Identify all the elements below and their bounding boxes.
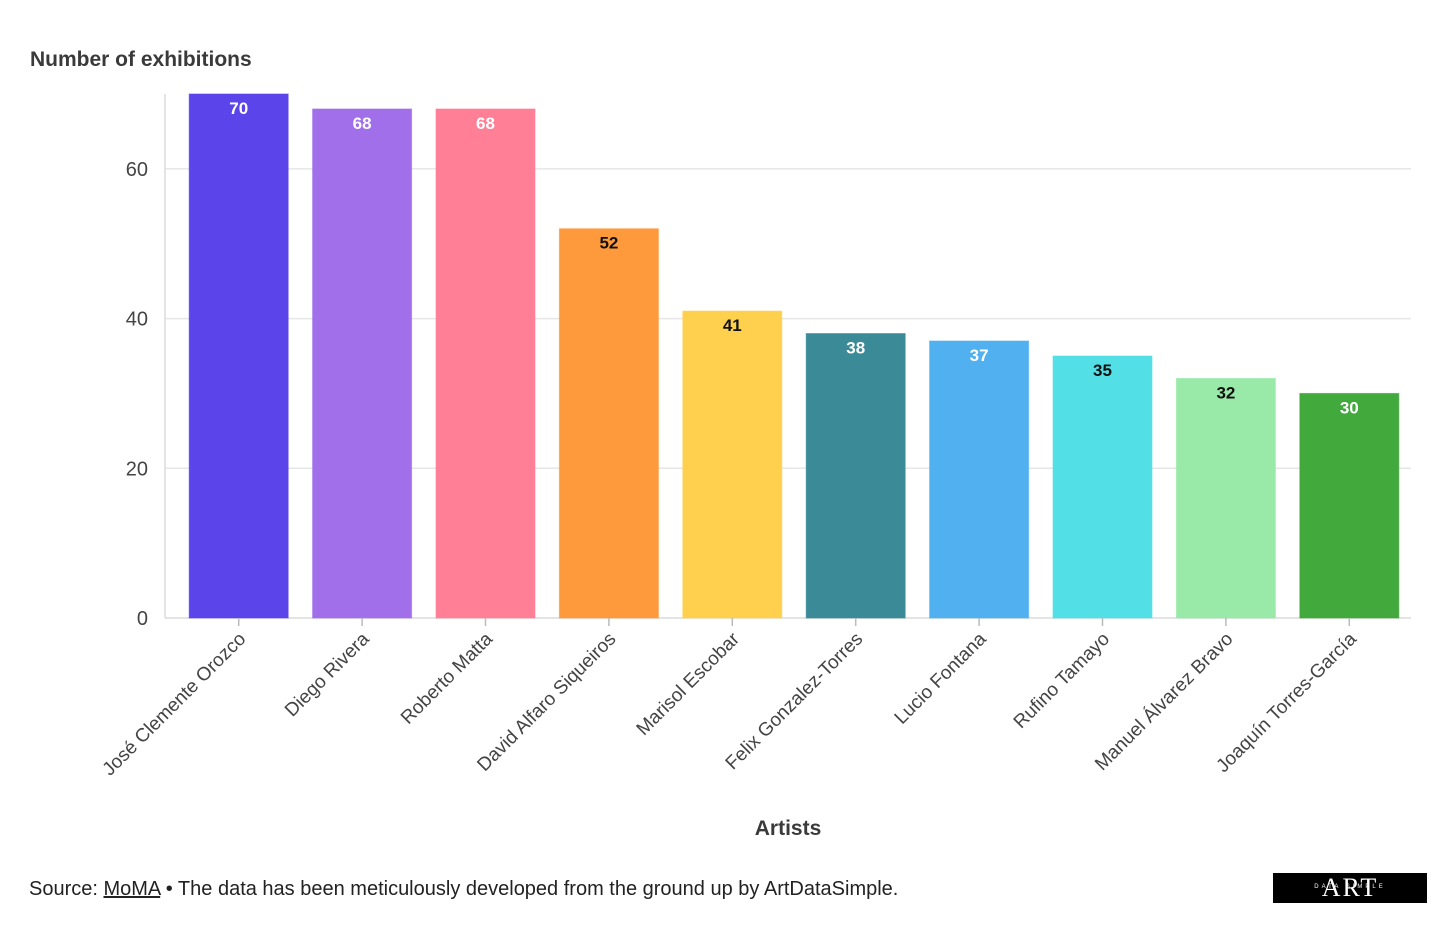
artdatasimple-logo: ART DATA SIMPLE <box>1273 873 1427 903</box>
logo-wordmark: ART <box>1321 873 1379 902</box>
bar <box>1299 392 1400 619</box>
bar <box>1052 355 1153 619</box>
bar-chart: 0 20 40 60 70 José Clemente Orozco 68 Diego Riv… <box>99 93 1411 840</box>
x-tick-label: Diego Rivera <box>281 628 374 721</box>
x-tick-label: Lucio Fontana <box>891 628 991 728</box>
x-tick-label: José Clemente Orozco <box>99 629 250 780</box>
x-tick-label: Manuel Álvarez Bravo <box>1091 629 1237 775</box>
x-tick-label: Roberto Matta <box>397 628 497 728</box>
bar-value-label: 68 <box>353 114 372 133</box>
bar <box>558 228 659 619</box>
x-tick-label: Felix Gonzalez-Torres <box>722 629 868 775</box>
bar <box>682 310 783 619</box>
bar <box>312 108 413 619</box>
y-tick-label: 0 <box>137 608 148 630</box>
source-prefix: Source: <box>29 878 104 900</box>
bar-value-label: 30 <box>1340 398 1359 417</box>
y-tick-label: 40 <box>126 309 148 331</box>
y-tick-label: 60 <box>126 159 148 181</box>
source-footer: Source: MoMA • The data has been meticul… <box>29 878 898 901</box>
bar <box>435 108 536 619</box>
bar-value-label: 38 <box>846 339 865 358</box>
bar-value-label: 35 <box>1093 361 1112 380</box>
x-tick-label: Joaquín Torres-García <box>1213 628 1362 777</box>
bar <box>188 93 289 619</box>
x-axis-title: Artists <box>755 817 822 840</box>
x-tick-label: Rufino Tamayo <box>1010 629 1114 733</box>
logo-subtext: DATA SIMPLE <box>1314 884 1386 890</box>
y-axis-title: Number of exhibitions <box>30 48 252 71</box>
source-description: • The data has been meticulously develop… <box>160 878 899 900</box>
bar-value-label: 70 <box>229 99 248 118</box>
source-link[interactable]: MoMA <box>103 878 161 900</box>
y-tick-label: 20 <box>126 458 148 480</box>
bar <box>929 340 1030 619</box>
bar-value-label: 68 <box>476 114 495 133</box>
bar <box>1175 377 1276 619</box>
x-tick-label: David Alfaro Siqueiros <box>473 629 620 776</box>
x-tick-label: Marisol Escobar <box>633 628 745 740</box>
bar-value-label: 37 <box>970 346 989 365</box>
bar-value-label: 41 <box>723 316 742 335</box>
bar-value-label: 52 <box>599 234 618 253</box>
bar <box>805 333 906 619</box>
bar-value-label: 32 <box>1216 383 1235 402</box>
